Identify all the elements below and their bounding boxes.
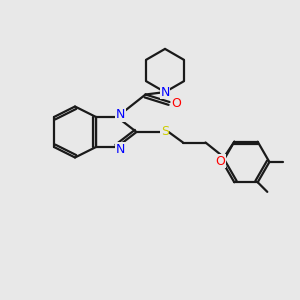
Text: N: N xyxy=(160,85,170,99)
Text: S: S xyxy=(161,124,169,138)
Text: N: N xyxy=(116,142,125,156)
Text: N: N xyxy=(116,108,125,122)
Text: O: O xyxy=(171,97,181,110)
Text: O: O xyxy=(216,154,225,168)
